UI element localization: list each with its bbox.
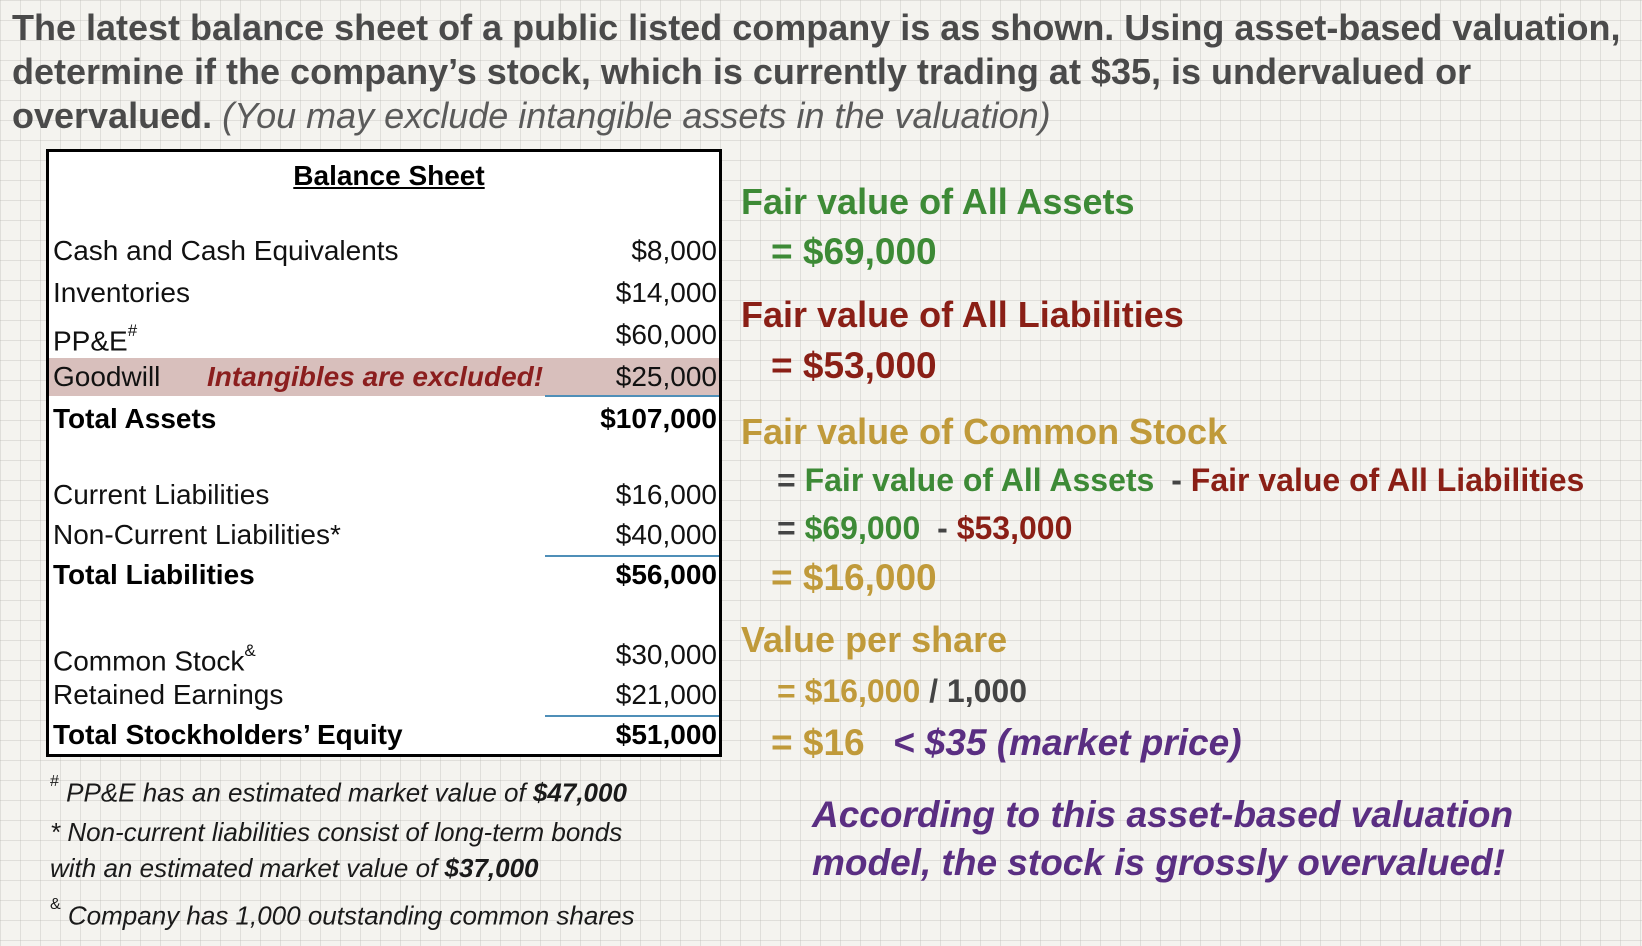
- row-label: Retained Earnings: [53, 679, 284, 710]
- minus-sign: -: [937, 510, 948, 546]
- footnote-mark: &: [50, 896, 61, 913]
- assets-underline: [545, 395, 719, 397]
- question-note: (You may exclude intangible assets in th…: [222, 95, 1051, 136]
- row-retained-earnings: Retained Earnings $21,000: [49, 676, 719, 714]
- footnote-ncl-line1: * Non-current liabilities consist of lon…: [50, 817, 623, 847]
- liabilities-number: $53,000: [956, 510, 1073, 546]
- footnote-text: Company has 1,000 outstanding common sha…: [60, 900, 635, 931]
- row-value: $40,000: [615, 519, 717, 550]
- row-label: Total Stockholders’ Equity: [53, 719, 403, 750]
- row-label: Common Stock&: [53, 636, 256, 680]
- row-label: Total Liabilities: [53, 559, 255, 590]
- row-goodwill: Goodwill Intangibles are excluded! $25,0…: [49, 358, 719, 396]
- footnote-shares: & Company has 1,000 outstanding common s…: [50, 894, 634, 933]
- row-value: $16,000: [615, 479, 717, 510]
- common-stock-numbers: = $69,000 - $53,000: [777, 510, 1072, 547]
- row-total-equity: Total Stockholders’ Equity $51,000: [49, 716, 719, 754]
- equals-sign: =: [777, 462, 796, 498]
- row-value: $56,000: [615, 559, 717, 590]
- row-value: $30,000: [615, 639, 717, 670]
- footnote-text: with an estimated market value of: [50, 853, 445, 883]
- assets-fair-value: = $69,000: [771, 231, 937, 272]
- assets-number: $69,000: [804, 510, 921, 546]
- row-value: $25,000: [615, 361, 717, 392]
- equals-sign: =: [777, 510, 796, 546]
- market-price-comparison: < $35 (market price): [892, 722, 1242, 763]
- ppe-footnote-mark: #: [127, 321, 138, 340]
- row-value: $21,000: [615, 679, 717, 710]
- liabilities-fair-value-title: Fair value of All Liabilities: [741, 294, 1184, 335]
- formula-liabilities-term: Fair value of All Liabilities: [1190, 462, 1585, 498]
- row-label: Inventories: [53, 277, 190, 308]
- value-per-share-formula: = $16,000 / 1,000: [777, 673, 1027, 710]
- row-current-liabilities: Current Liabilities $16,000: [49, 476, 719, 514]
- row-value: $8,000: [631, 235, 717, 266]
- row-value: $107,000: [600, 403, 717, 434]
- common-stock-label: Common Stock: [53, 645, 245, 677]
- row-value: $60,000: [615, 319, 717, 350]
- row-label: PP&E#: [53, 316, 137, 360]
- common-stock-fair-value: = $16,000: [771, 557, 937, 598]
- minus-sign: -: [1171, 462, 1182, 498]
- row-total-assets: Total Assets $107,000: [49, 400, 719, 438]
- conclusion-line-2: model, the stock is grossly overvalued!: [812, 842, 1505, 883]
- footnote-value: $37,000: [444, 853, 539, 883]
- row-label: Goodwill: [53, 361, 161, 392]
- value-per-share-title: Value per share: [741, 619, 1008, 660]
- footnote-ncl-line2: with an estimated market value of $37,00…: [50, 851, 539, 885]
- row-ppe: PP&E# $60,000: [49, 316, 719, 356]
- conclusion-line-1: According to this asset-based valuation: [812, 794, 1514, 835]
- ppe-label: PP&E: [53, 325, 128, 357]
- common-stock-footnote-mark: &: [244, 641, 256, 660]
- row-total-liabilities: Total Liabilities $56,000: [49, 556, 719, 594]
- row-label: Cash and Cash Equivalents: [53, 235, 399, 266]
- value-per-share-numerator: = $16,000: [777, 673, 921, 709]
- footnote-ppe: # PP&E has an estimated market value of …: [50, 771, 627, 810]
- value-per-share-result: = $16 < $35 (market price): [771, 722, 1242, 764]
- liabilities-fair-value: = $53,000: [771, 345, 937, 386]
- row-common-stock: Common Stock& $30,000: [49, 636, 719, 676]
- equity-underline: [545, 715, 719, 717]
- row-value: $51,000: [615, 719, 717, 750]
- row-label: Total Assets: [53, 403, 217, 434]
- goodwill-highlight: [49, 358, 719, 396]
- footnote-text: PP&E has an estimated market value of: [58, 777, 533, 808]
- value-per-share-divisor: / 1,000: [929, 673, 1027, 709]
- row-inventories: Inventories $14,000: [49, 274, 719, 312]
- footnote-mark: #: [50, 773, 59, 790]
- common-stock-fair-value-title: Fair value of Common Stock: [741, 411, 1228, 452]
- assets-fair-value-title: Fair value of All Assets: [741, 181, 1135, 222]
- formula-assets-term: Fair value of All Assets: [804, 462, 1155, 498]
- row-non-current-liabilities: Non-Current Liabilities* $40,000: [49, 516, 719, 554]
- intangibles-excluded-note: Intangibles are excluded!: [207, 361, 544, 392]
- row-label: Current Liabilities: [53, 479, 270, 510]
- row-label: Non-Current Liabilities*: [53, 519, 341, 550]
- row-cash: Cash and Cash Equivalents $8,000: [49, 232, 719, 270]
- footnote-value: $47,000: [532, 777, 627, 808]
- question-main: The latest balance sheet of a public lis…: [12, 7, 1621, 136]
- balance-sheet: Balance Sheet Cash and Cash Equivalents …: [46, 149, 722, 757]
- common-stock-formula: = Fair value of All Assets - Fair value …: [777, 462, 1584, 499]
- liabilities-underline: [545, 555, 719, 557]
- question-text: The latest balance sheet of a public lis…: [12, 6, 1632, 138]
- value-per-share-value: = $16: [771, 722, 865, 763]
- row-value: $14,000: [615, 277, 717, 308]
- balance-sheet-title: Balance Sheet: [293, 160, 485, 191]
